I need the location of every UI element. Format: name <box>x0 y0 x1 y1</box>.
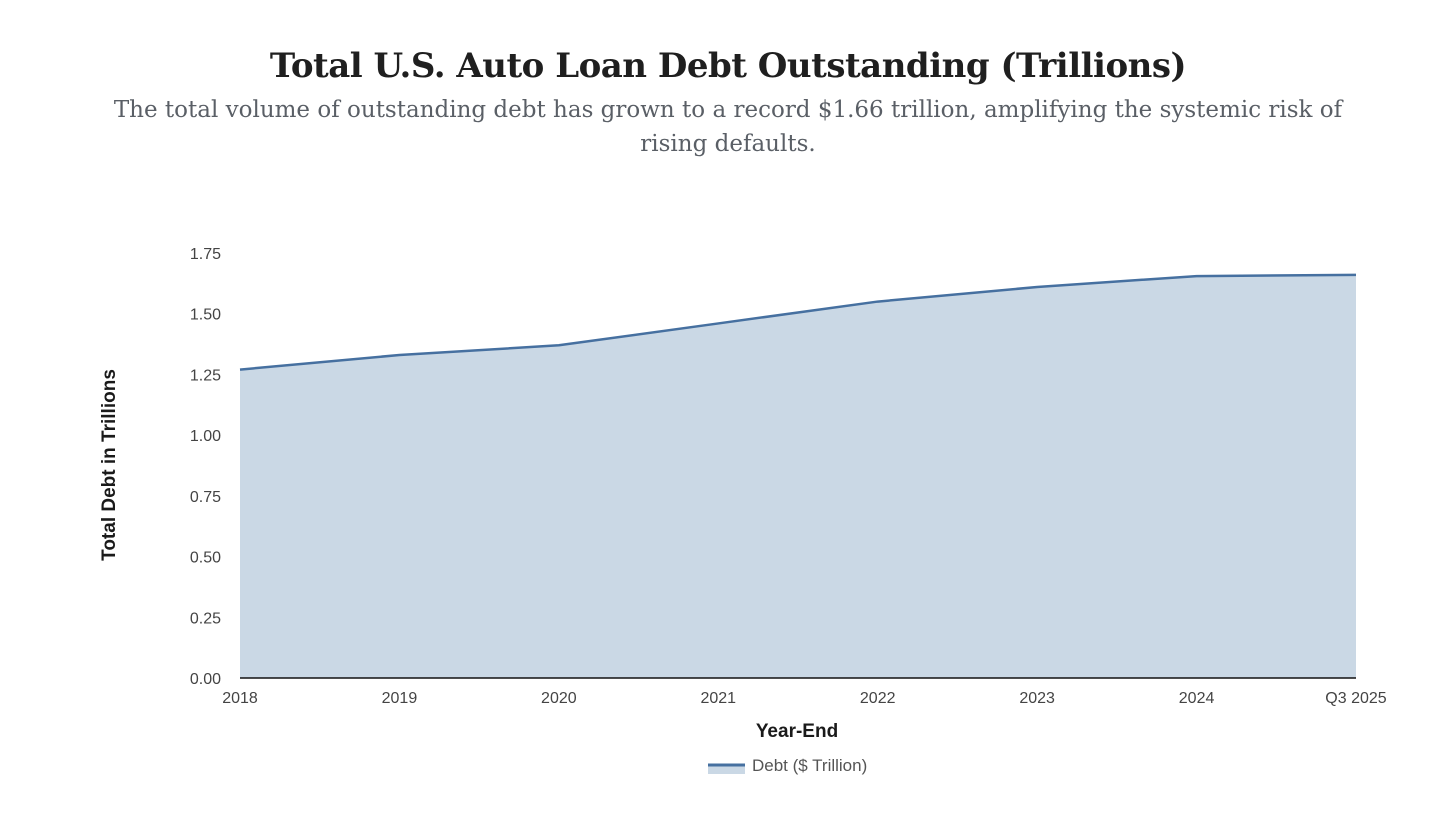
data-point-2023 <box>1033 283 1041 291</box>
legend-swatch-fill <box>708 764 745 774</box>
y-tick-label: 0.50 <box>190 550 221 567</box>
x-tick-label: 2020 <box>541 690 577 707</box>
data-point-2018 <box>236 366 244 374</box>
area-layer <box>236 271 1360 679</box>
y-tick-label: 0.25 <box>190 610 221 627</box>
x-tick-label: 2022 <box>860 690 896 707</box>
y-axis-ticks: 0.00 0.25 0.50 0.75 1.00 1.25 1.50 1.75 <box>190 246 221 688</box>
chart-title: Total U.S. Auto Loan Debt Outstanding (T… <box>269 46 1187 86</box>
data-point-2019 <box>395 351 403 359</box>
x-tick-label: 2018 <box>222 690 258 707</box>
chart-subtitle: The total volume of outstanding debt has… <box>113 97 1343 157</box>
y-tick-label: 0.75 <box>190 489 221 506</box>
y-tick-label: 1.00 <box>190 428 221 445</box>
series-line <box>239 273 1357 371</box>
y-axis-title: Total Debt in Trillions <box>99 369 120 561</box>
legend: Debt ($ Trillion) <box>708 756 867 775</box>
x-axis-title: Year-End <box>756 721 838 742</box>
series-area-fill <box>240 274 1356 678</box>
data-point-2020 <box>555 341 563 349</box>
y-tick-label: 1.25 <box>190 367 221 384</box>
x-axis-ticks: 2018 2019 2020 2021 2022 2023 2024 Q3 2025 <box>222 690 1387 707</box>
y-tick-label: 0.00 <box>190 671 221 688</box>
data-point-2024 <box>1193 272 1201 280</box>
x-tick-label: 2023 <box>1019 690 1055 707</box>
x-tick-label: Q3 2025 <box>1325 690 1386 707</box>
y-tick-label: 1.50 <box>190 307 221 324</box>
data-point-2021 <box>714 319 722 327</box>
y-tick-label: 1.75 <box>190 246 221 263</box>
data-point-q3-2025 <box>1352 271 1360 279</box>
legend-label: Debt ($ Trillion) <box>752 756 867 775</box>
data-point-2022 <box>874 298 882 306</box>
x-tick-label: 2019 <box>382 690 418 707</box>
x-tick-label: 2021 <box>700 690 736 707</box>
x-tick-label: 2024 <box>1179 690 1215 707</box>
